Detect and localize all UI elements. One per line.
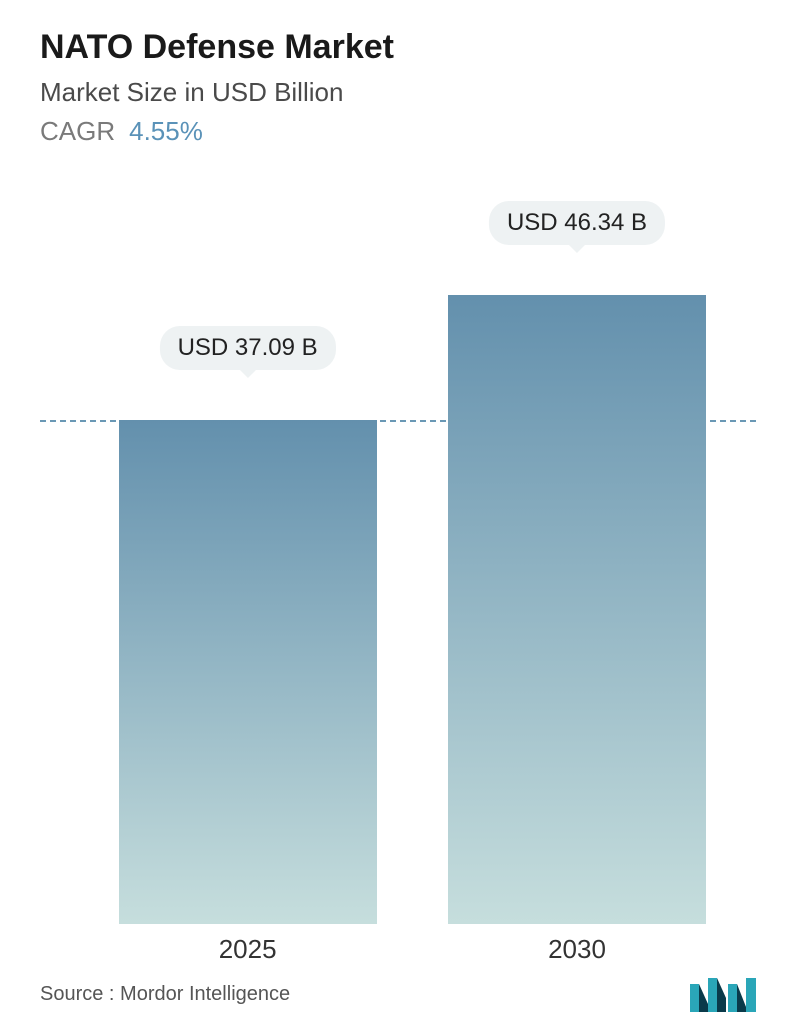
cagr-label: CAGR: [40, 116, 115, 147]
x-axis-labels: 2025 2030: [40, 934, 756, 974]
cagr-value: 4.55%: [129, 116, 203, 147]
chart-footer: Source : Mordor Intelligence: [40, 974, 756, 1014]
plot-area: USD 37.09 B USD 46.34 B: [40, 177, 756, 924]
cagr-row: CAGR 4.55%: [40, 116, 756, 147]
chart-area: USD 37.09 B USD 46.34 B 2025 2030 Source :…: [40, 177, 756, 1014]
x-label-2030: 2030: [548, 934, 606, 965]
value-label-2030: USD 46.34 B: [489, 201, 665, 245]
chart-subtitle: Market Size in USD Billion: [40, 77, 756, 108]
bar-2030: [448, 295, 706, 924]
bar-2025: [119, 420, 377, 924]
x-label-2025: 2025: [219, 934, 277, 965]
chart-title: NATO Defense Market: [40, 28, 756, 67]
brand-logo: [690, 976, 756, 1012]
value-label-2025: USD 37.09 B: [160, 326, 336, 370]
source-text: Source : Mordor Intelligence: [40, 983, 290, 1006]
